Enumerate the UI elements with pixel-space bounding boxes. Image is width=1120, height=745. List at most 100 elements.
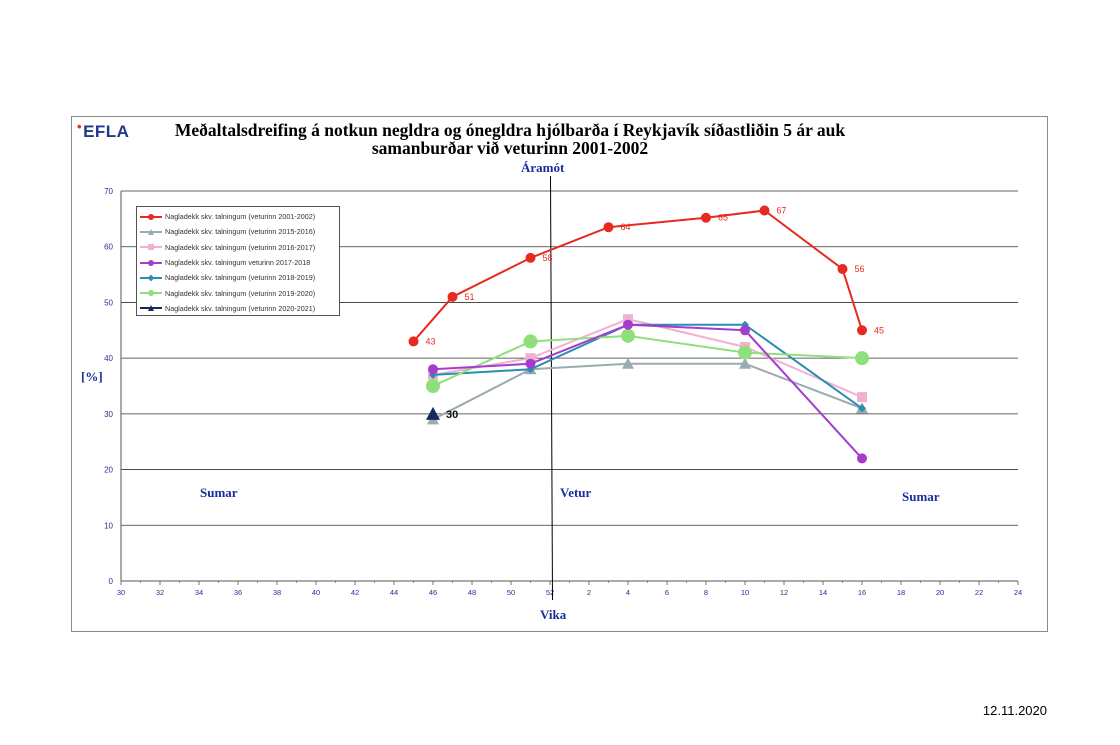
data-point-0 xyxy=(701,212,711,223)
chart-frame xyxy=(71,116,1048,632)
x-tick-label: 6 xyxy=(665,588,669,597)
legend-swatch xyxy=(140,212,162,222)
legend-item: Nagladekk skv. talningum veturinn 2017-2… xyxy=(140,255,339,270)
data-label: 56 xyxy=(855,264,865,274)
data-point-6 xyxy=(426,406,440,420)
data-point-5 xyxy=(855,351,869,366)
x-tick-label: 32 xyxy=(156,588,164,597)
series-line-5 xyxy=(432,334,863,387)
legend-item: Nagladekk skv. talningum (veturinn 2020-… xyxy=(140,301,339,316)
data-point-0 xyxy=(447,291,458,302)
x-tick-label: 40 xyxy=(312,588,320,597)
legend-item: Nagladekk skv. talningum (veturinn 2001-… xyxy=(140,209,339,224)
y-tick-label: 10 xyxy=(104,521,113,530)
legend-marker xyxy=(148,213,154,220)
series-line-0 xyxy=(412,209,863,343)
data-point-0 xyxy=(525,252,536,263)
x-tick-label: 12 xyxy=(780,588,788,597)
data-label: 30 xyxy=(446,409,458,421)
x-tick-label: 38 xyxy=(273,588,281,597)
y-tick-label: 30 xyxy=(104,410,113,419)
data-point-0 xyxy=(408,336,419,347)
y-tick-label: 20 xyxy=(104,466,113,475)
legend-marker xyxy=(147,274,155,282)
data-label: 67 xyxy=(777,206,787,216)
x-axis-label: Vika xyxy=(540,607,567,622)
x-tick-label: 18 xyxy=(897,588,905,597)
sumar-left-annotation: Sumar xyxy=(200,485,238,500)
data-point-3 xyxy=(428,364,438,375)
x-tick-label: 2 xyxy=(587,588,591,597)
x-tick-label: 22 xyxy=(975,588,983,597)
data-point-0 xyxy=(759,205,770,216)
legend-swatch xyxy=(140,303,162,313)
legend-label: Nagladekk skv. talningum veturinn 2017-2… xyxy=(165,258,311,268)
data-point-2 xyxy=(623,314,633,325)
chart-title-line-1: Meðaltalsdreifing á notkun negldra og ón… xyxy=(174,120,846,140)
legend-marker xyxy=(148,290,154,297)
series-line-3 xyxy=(432,323,863,460)
data-point-4 xyxy=(858,404,866,413)
data-point-0 xyxy=(837,264,848,274)
data-point-2 xyxy=(857,392,867,403)
legend-swatch xyxy=(140,242,162,252)
y-tick-label: 50 xyxy=(104,298,113,307)
data-point-5 xyxy=(621,328,635,343)
chart-title-line-2: samanburðar við veturinn 2001-2002 xyxy=(371,138,649,158)
data-label: 58 xyxy=(543,253,553,263)
legend-swatch xyxy=(140,288,162,298)
data-label: 45 xyxy=(874,325,884,335)
legend-swatch xyxy=(140,273,162,283)
legend-item: Nagladekk skv. talningum (veturinn 2018-… xyxy=(140,270,339,285)
legend-label: Nagladekk skv. talningum (veturinn 2016-… xyxy=(165,242,316,252)
y-tick-label: 40 xyxy=(104,354,113,363)
x-tick-label: 14 xyxy=(819,588,827,597)
x-tick-label: 44 xyxy=(390,588,398,597)
x-tick-label: 30 xyxy=(117,588,125,597)
vetur-annotation: Vetur xyxy=(560,485,592,500)
data-label: 51 xyxy=(465,292,475,302)
x-tick-label: 34 xyxy=(195,588,203,597)
y-tick-label: 0 xyxy=(109,577,114,586)
x-tick-label: 52 xyxy=(546,588,554,597)
legend-label: Nagladekk skv. talningum (veturinn 2001-… xyxy=(165,212,316,222)
data-point-3 xyxy=(740,325,750,336)
y-tick-label: 60 xyxy=(104,243,113,252)
date-stamp: 12.11.2020 xyxy=(982,703,1047,718)
efla-logo: •EFLA xyxy=(77,119,130,142)
x-tick-label: 50 xyxy=(507,588,515,597)
x-tick-label: 24 xyxy=(1014,588,1022,597)
legend-label: Nagladekk skv. talningum (veturinn 2018-… xyxy=(165,273,316,283)
x-tick-label: 46 xyxy=(429,588,437,597)
sumar-right-annotation: Sumar xyxy=(902,489,940,504)
legend-item: Nagladekk skv. talningum (veturinn 2015-… xyxy=(140,224,339,239)
data-point-5 xyxy=(426,379,440,393)
y-tick-label: 70 xyxy=(104,187,113,196)
legend-swatch xyxy=(140,258,162,268)
legend-item: Nagladekk skv. talningum (veturinn 2016-… xyxy=(140,240,339,255)
data-point-1 xyxy=(622,357,634,369)
chart-legend: Nagladekk skv. talningum (veturinn 2001-… xyxy=(136,206,340,316)
logo-text: EFLA xyxy=(83,122,130,141)
chart-title: Meðaltalsdreifing á notkun negldra og ón… xyxy=(150,121,870,157)
data-point-3 xyxy=(623,319,633,330)
legend-label: Nagladekk skv. talningum (veturinn 2019-… xyxy=(165,288,316,298)
aramot-line xyxy=(550,175,553,601)
x-tick-label: 4 xyxy=(626,588,630,597)
x-tick-label: 48 xyxy=(468,588,476,597)
legend-label: Nagladekk skv. talningum (veturinn 2020-… xyxy=(165,303,316,313)
x-tick-label: 10 xyxy=(741,588,749,597)
data-label: 43 xyxy=(426,336,436,346)
legend-marker xyxy=(148,244,154,251)
legend-swatch xyxy=(140,227,162,237)
data-point-0 xyxy=(857,325,867,336)
aramot-annotation: Áramót xyxy=(521,160,565,175)
legend-marker xyxy=(148,228,154,235)
legend-label: Nagladekk skv. talningum (veturinn 2015-… xyxy=(165,227,316,237)
data-point-1 xyxy=(739,357,751,369)
data-label: 64 xyxy=(621,222,631,232)
x-tick-label: 8 xyxy=(704,588,708,597)
x-tick-label: 42 xyxy=(351,588,359,597)
x-tick-label: 20 xyxy=(936,588,944,597)
